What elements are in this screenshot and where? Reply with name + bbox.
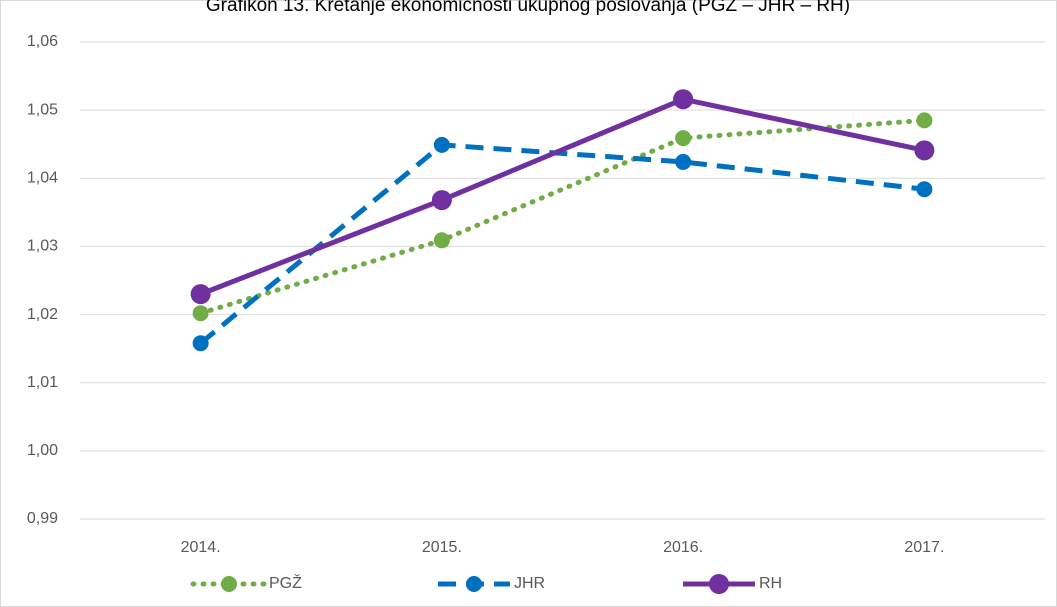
y-tick-label: 1,01 (27, 374, 58, 391)
marker (431, 190, 452, 211)
marker (675, 153, 692, 170)
marker (192, 305, 209, 322)
series-line (198, 117, 927, 316)
legend-marker (709, 574, 729, 594)
marker (433, 136, 450, 153)
y-tick-label: 1,00 (27, 442, 58, 459)
legend-marker (466, 576, 482, 592)
y-tick-label: 1,05 (27, 101, 58, 118)
legend-label: JHR (514, 575, 545, 592)
chart-title: Grafikon 13. Kretanje ekonomičnosti ukup… (206, 0, 850, 16)
series-line (199, 96, 925, 297)
legend-label: RH (759, 575, 782, 592)
marker (192, 335, 209, 352)
y-tick-label: 0,99 (27, 510, 58, 527)
marker (675, 130, 692, 147)
x-tick-label: 2017. (904, 539, 944, 556)
y-tick-label: 1,02 (27, 306, 58, 323)
series-line (199, 142, 925, 346)
x-tick-label: 2016. (663, 539, 703, 556)
marker (190, 284, 211, 305)
legend-label: PGŽ (269, 573, 302, 592)
x-tick-label: 2014. (181, 539, 221, 556)
x-tick-label: 2015. (422, 539, 462, 556)
y-tick-label: 1,04 (27, 170, 58, 187)
marker (914, 140, 935, 161)
y-tick-label: 1,03 (27, 238, 58, 255)
marker (433, 232, 450, 249)
marker (916, 112, 933, 129)
y-tick-label: 1,06 (27, 33, 58, 50)
marker (916, 181, 933, 198)
marker (673, 89, 694, 110)
legend-marker (221, 576, 237, 592)
